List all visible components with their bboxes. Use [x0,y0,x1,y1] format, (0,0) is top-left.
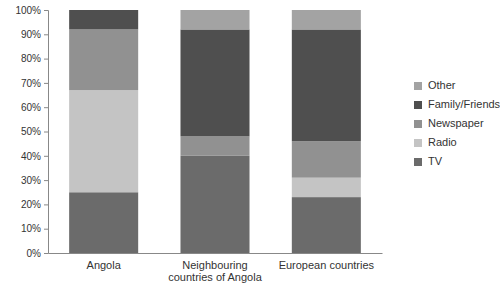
legend-item: Family/Friends [414,98,500,110]
x-axis: Angola Neighbouringcountries of Angola Eur… [49,253,383,283]
legend-swatch [414,82,422,90]
y-tick: 90% [21,29,48,40]
y-tick-mark [44,34,48,35]
bar-segment [180,156,249,253]
y-tick-mark [44,10,48,11]
y-tick: 40% [21,151,48,162]
legend-swatch [414,120,422,128]
y-tick-mark [44,107,48,108]
plot: 0% 10% 20% 30% 40% 50% 60% 70% 80% 90% 100% Angola N… [15,5,382,284]
x-tick-label-line: Angola [87,259,122,271]
legend-label: Radio [428,136,457,148]
x-tick-label-line: Neighbouring [182,259,247,271]
x-tick-label-line: countries of Angola [168,271,262,283]
bar-segment [180,29,249,136]
legend-item: Other [414,79,456,91]
bar-segment [69,29,138,90]
y-tick-mark [44,132,48,133]
y-axis-line [44,11,49,254]
y-tick-mark [44,229,48,230]
legend-item: Radio [414,136,457,148]
y-tick-mark [44,180,48,181]
legend-item: Newspaper [414,117,484,129]
y-tick: 0% [27,248,48,259]
y-tick-label: 50% [21,126,41,137]
y-tick-mark [44,83,48,84]
x-tick-label-line: European countries [279,259,375,271]
y-tick-label: 30% [21,175,41,186]
y-tick: 80% [21,53,48,64]
chart: 0% 10% 20% 30% 40% 50% 60% 70% 80% 90% 100% Angola N… [0,0,500,293]
bar-segment [180,10,249,29]
bars [69,10,361,253]
y-tick-label: 60% [21,102,41,113]
y-tick: 70% [21,78,48,89]
legend-item: TV [414,155,443,167]
y-tick-label: 20% [21,199,41,210]
y-tick: 100% [15,5,48,16]
y-axis: 0% 10% 20% 30% 40% 50% 60% 70% 80% 90% 100% [15,5,48,259]
x-tick: European countries [279,253,375,271]
legend-swatch [414,139,422,147]
bar-segment [69,10,138,29]
y-tick-label: 0% [27,248,42,259]
bar-segment [292,141,361,177]
bar-segment [292,10,361,29]
y-tick-label: 70% [21,78,41,89]
bar-segment [69,192,138,253]
y-tick-label: 100% [15,5,41,16]
legend-label: TV [428,155,443,167]
y-tick-label: 80% [21,53,41,64]
legend-label: Other [428,79,456,91]
legend-label: Newspaper [428,117,484,129]
y-tick-mark [44,156,48,157]
legend-swatch [414,158,422,166]
y-tick: 30% [21,175,48,186]
legend-label: Family/Friends [428,98,500,110]
y-tick: 10% [21,223,48,234]
y-tick-label: 10% [21,223,41,234]
y-tick-mark [44,204,48,205]
bar-segment [69,10,138,11]
bar-segment [180,136,249,155]
x-tick: Neighbouringcountries of Angola [168,253,262,283]
x-tick-label: Neighbouringcountries of Angola [168,259,262,284]
x-tick: Angola [87,253,122,271]
bar-segment [292,178,361,197]
x-axis-line [49,253,383,254]
bar-segment [292,29,361,141]
y-tick: 50% [21,126,48,137]
y-tick-label: 40% [21,151,41,162]
bar-segment [292,197,361,253]
y-tick-mark [44,59,48,60]
y-tick: 20% [21,199,48,210]
legend: Other Family/Friends Newspaper Radio TV [414,79,500,167]
y-tick-mark [44,253,48,254]
x-tick-label: Angola [87,259,122,271]
legend-swatch [414,101,422,109]
bar-segment [69,90,138,192]
x-tick-label: European countries [279,259,375,271]
y-tick: 60% [21,102,48,113]
y-tick-label: 90% [21,29,41,40]
